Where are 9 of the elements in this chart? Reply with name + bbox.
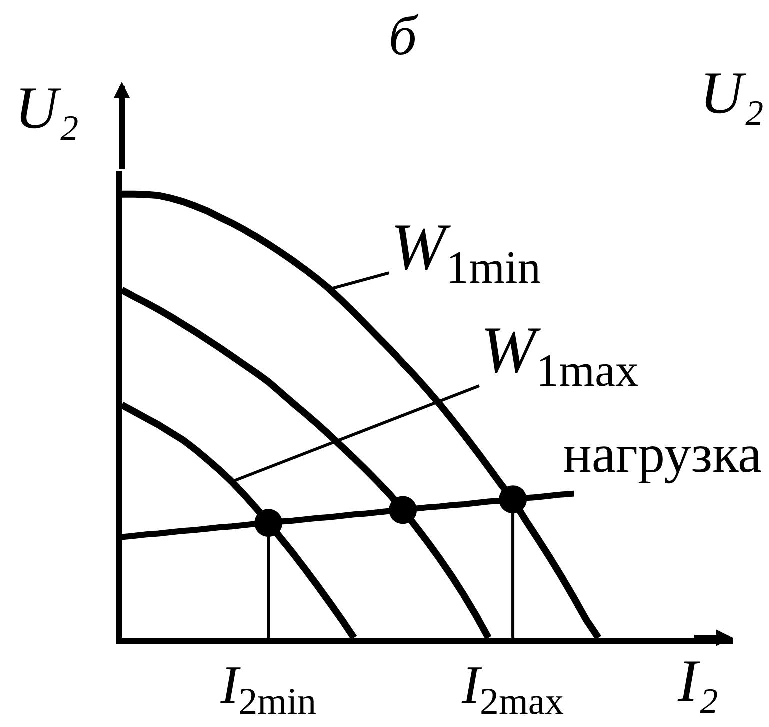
y-axis-title: U₂ — [15, 75, 80, 141]
legend-label: W$_{1min}$ — [391, 211, 541, 293]
x-tick-label: I$_{2max}$ — [461, 654, 564, 724]
text: U₂ — [700, 60, 764, 126]
text: W$_{1max}$ — [481, 314, 639, 396]
x-axis-title: I₂ — [677, 648, 719, 714]
x-tick-label: I$_{2min}$ — [220, 654, 317, 724]
series-label: нагрузка — [563, 424, 762, 484]
chart-title: б — [388, 6, 419, 68]
